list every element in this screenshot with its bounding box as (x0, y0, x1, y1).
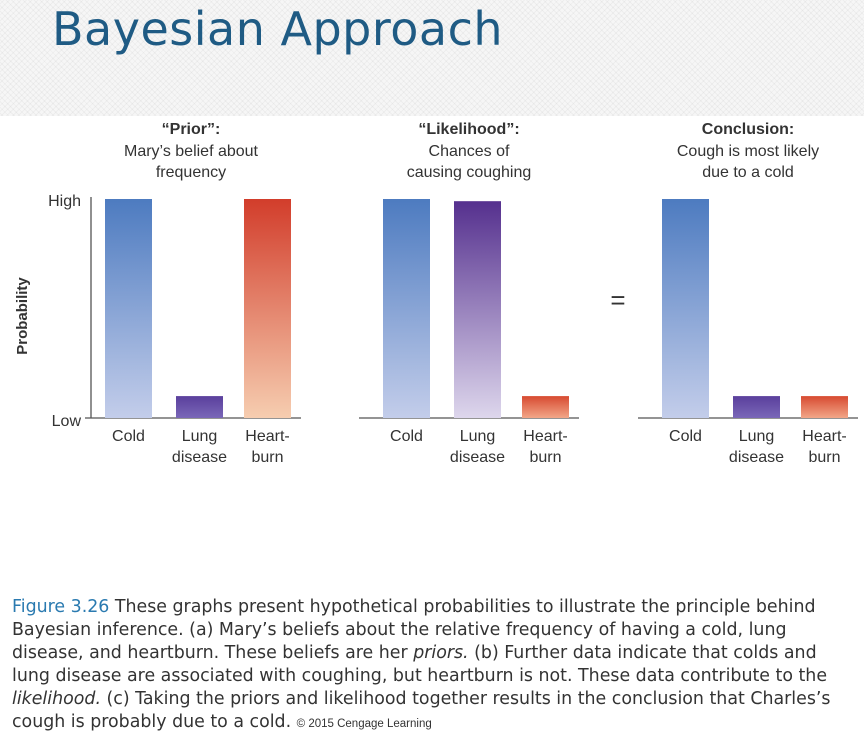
panel-3-bar-3 (801, 396, 848, 418)
panel-1-category-label: Cold (112, 428, 145, 445)
panel-2-category-label: Lung (460, 428, 496, 445)
panel-3-heading: Conclusion: (702, 121, 794, 138)
copyright-notice: © 2015 Cengage Learning (296, 718, 432, 731)
panel-2-category-label: Cold (390, 428, 423, 445)
panel-3-category-label: disease (729, 449, 784, 466)
panel-1-category-label: Heart- (245, 428, 289, 445)
panel-2-bar-3 (522, 396, 569, 418)
panel-3-category-label: Heart- (802, 428, 846, 445)
y-axis-low-label: Low (52, 413, 82, 430)
panel-2-heading: “Likelihood”: (418, 121, 519, 138)
panel-3-category-label: Cold (669, 428, 702, 445)
bayes-chart: Probability High Low = “Prior”: Mary’s be… (14, 121, 858, 466)
figure-caption: Figure 3.26 These graphs present hypothe… (12, 596, 857, 737)
panel-2-bar-2 (454, 201, 501, 418)
slide-title: Bayesian Approach (52, 2, 504, 56)
figure-label: Figure 3.26 (12, 597, 110, 617)
panel-1-category-label: Lung (182, 428, 218, 445)
panel-3-category-label: burn (808, 449, 840, 466)
panel-2-subtitle-line: Chances of (429, 143, 510, 160)
chart-panel-1: “Prior”: Mary’s belief about frequency Cold… (85, 121, 301, 466)
chart-panel-3: Conclusion: Cough is most likely due to a … (638, 121, 858, 466)
panel-1-bar-1 (105, 199, 152, 418)
y-axis-high-label: High (48, 193, 81, 210)
panel-3-subtitle-line: due to a cold (702, 164, 794, 181)
panel-2-category-label: burn (529, 449, 561, 466)
panel-3-subtitle-line: Cough is most likely (677, 143, 819, 160)
panel-2-subtitle-line: causing coughing (407, 164, 532, 181)
panel-2-category-label: disease (450, 449, 505, 466)
y-axis-label: Probability (14, 277, 31, 355)
equals-sign: = (610, 285, 625, 315)
panel-1-category-label: disease (172, 449, 227, 466)
figure-panel: Probability High Low = “Prior”: Mary’s be… (0, 116, 864, 732)
panel-1-bar-2 (176, 396, 223, 418)
panel-1-bar-3 (244, 199, 291, 418)
panel-3-bar-1 (662, 199, 709, 418)
caption-priors: priors. (413, 643, 469, 664)
panel-2-category-label: Heart- (523, 428, 567, 445)
panel-3-bar-2 (733, 396, 780, 418)
caption-likelihood: likelihood. (12, 689, 101, 710)
panel-1-heading: “Prior”: (162, 121, 221, 138)
panel-1-subtitle-line: frequency (156, 164, 226, 181)
panel-2-bar-1 (383, 199, 430, 418)
panel-1-category-label: burn (251, 449, 283, 466)
panel-1-subtitle-line: Mary’s belief about (124, 143, 259, 160)
panel-3-category-label: Lung (739, 428, 775, 445)
chart-panel-2: “Likelihood”: Chances of causing coughing C… (359, 121, 579, 466)
